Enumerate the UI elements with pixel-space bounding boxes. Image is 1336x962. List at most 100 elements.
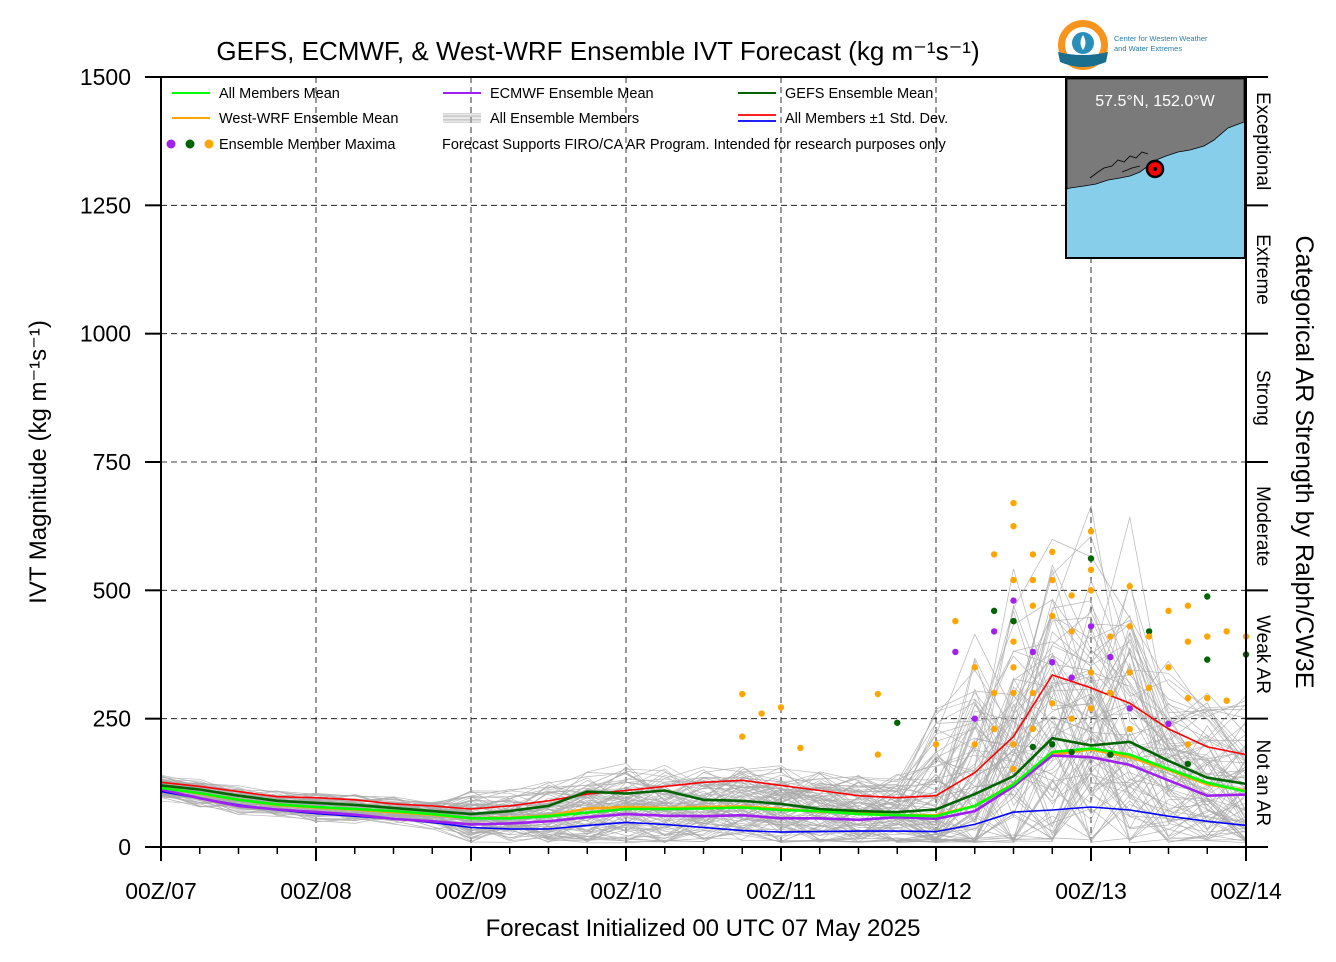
member-maximum-dot bbox=[1087, 705, 1095, 712]
legend: All Members Mean ECMWF Ensemble Mean GEFS … bbox=[166, 86, 948, 153]
category-label: Exceptional bbox=[1252, 92, 1273, 190]
member-maximum-dot bbox=[1107, 751, 1114, 758]
member-maximum-dot bbox=[1184, 602, 1192, 609]
member-maximum-dot bbox=[1010, 617, 1017, 625]
ensemble-member-line bbox=[160, 517, 1247, 807]
member-maximum-dot bbox=[777, 704, 785, 711]
x-tick-label: 00Z/11 bbox=[746, 878, 816, 904]
member-maximum-dot bbox=[1204, 694, 1211, 702]
member-maximum-dot bbox=[1029, 648, 1037, 656]
member-maximum-dot bbox=[739, 690, 746, 698]
x-tick-label: 00Z/10 bbox=[590, 878, 662, 904]
member-maximum-dot bbox=[932, 741, 940, 748]
legend-label: GEFS Ensemble Mean bbox=[785, 86, 933, 102]
member-maximum-dot bbox=[952, 648, 959, 656]
member-maximum-dot bbox=[1126, 623, 1133, 630]
chart-title: GEFS, ECMWF, & West-WRF Ensemble IVT For… bbox=[216, 36, 979, 66]
member-maximum-dot bbox=[1010, 522, 1017, 530]
x-tick-label: 00Z/08 bbox=[280, 878, 352, 904]
member-maximum-dot bbox=[1223, 697, 1230, 704]
member-maximum-dot bbox=[1145, 684, 1153, 692]
member-maximum-dot bbox=[1029, 576, 1037, 584]
ecmwf-ensemble-mean-line bbox=[160, 754, 1247, 826]
member-maximum-dot bbox=[1184, 741, 1192, 748]
member-maximum-dot bbox=[1087, 623, 1095, 630]
member-maximum-dot bbox=[1049, 612, 1056, 620]
x-tick-label: 00Z/09 bbox=[435, 878, 507, 904]
member-maximum-dot bbox=[971, 664, 978, 671]
category-label: Not an AR bbox=[1252, 740, 1273, 827]
location-marker-center bbox=[1153, 167, 1157, 171]
member-maximum-dot bbox=[797, 744, 804, 752]
x-tick-label: 00Z/14 bbox=[1210, 878, 1282, 904]
category-label: Strong bbox=[1252, 370, 1273, 426]
member-maximum-dot bbox=[990, 551, 998, 558]
member-maximum-dot bbox=[1145, 628, 1153, 635]
member-maximum-dot bbox=[874, 690, 882, 698]
member-maximum-dot bbox=[1068, 715, 1075, 722]
member-maximum-dot bbox=[1049, 700, 1056, 707]
member-maximum-dot bbox=[1029, 689, 1037, 697]
member-maximum-dot bbox=[1126, 669, 1133, 676]
member-maximum-dot bbox=[874, 751, 882, 758]
member-maximum-dot bbox=[1184, 638, 1192, 645]
ensemble-member-line bbox=[160, 568, 1247, 814]
ensemble-member-line bbox=[160, 726, 1247, 840]
ensemble-member-line bbox=[160, 735, 1247, 840]
member-maximum-dot bbox=[1010, 741, 1017, 748]
member-maximum-dot bbox=[1087, 528, 1095, 535]
member-maximum-dot bbox=[1087, 566, 1095, 573]
member-maximum-dot bbox=[1204, 656, 1211, 663]
member-maximum-dot bbox=[1029, 725, 1037, 733]
member-maximum-dot bbox=[894, 719, 901, 726]
ensemble-member-line bbox=[160, 790, 1247, 843]
logo-wave bbox=[1058, 52, 1108, 67]
member-maximum-dot bbox=[1087, 587, 1095, 594]
member-maximum-dot bbox=[1049, 576, 1056, 584]
member-maximum-dot bbox=[990, 607, 998, 615]
ensemble-member-line bbox=[160, 688, 1247, 827]
logo-text-line1: Center for Western Weather bbox=[1114, 34, 1208, 43]
member-maximum-dot bbox=[1087, 669, 1095, 676]
member-maximum-dot bbox=[1223, 628, 1230, 635]
series-lines bbox=[160, 674, 1247, 833]
cw3e-logo: Center for Western Weather and Water Ext… bbox=[1058, 20, 1208, 70]
x-axis-label: Forecast Initialized 00 UTC 07 May 2025 bbox=[486, 915, 921, 942]
member-maximum-dot bbox=[758, 710, 765, 717]
member-maximum-dot bbox=[1068, 674, 1075, 681]
member-maximum-dot bbox=[1068, 748, 1075, 756]
member-maximum-dot bbox=[1126, 583, 1133, 590]
right-axis-label: Categorical AR Strength by Ralph/CW3E bbox=[1290, 236, 1318, 689]
member-maximum-dot bbox=[1049, 741, 1056, 748]
member-maximum-dot bbox=[1029, 551, 1037, 558]
logo-drop-icon bbox=[1080, 35, 1086, 50]
legend-label: Forecast Supports FIRO/CA AR Program. In… bbox=[442, 137, 946, 153]
logo-text-line2: and Water Extremes bbox=[1114, 44, 1182, 53]
member-maximum-dot bbox=[1107, 689, 1114, 697]
member-maximum-dot bbox=[739, 733, 746, 740]
inset-location-label: 57.5°N, 152.0°W bbox=[1095, 93, 1215, 110]
member-maximum-dot bbox=[990, 689, 998, 697]
ensemble-member-line bbox=[160, 718, 1247, 842]
ensemble-member-line bbox=[160, 504, 1247, 812]
inset-map: 57.5°N, 152.0°W bbox=[1065, 77, 1246, 259]
member-maximum-dot bbox=[1087, 555, 1095, 562]
member-maximum-dot bbox=[1107, 633, 1114, 640]
category-label: Moderate bbox=[1252, 486, 1273, 566]
legend-label: West-WRF Ensemble Mean bbox=[219, 111, 398, 127]
member-maximum-dot bbox=[1049, 548, 1056, 556]
legend-dot bbox=[185, 139, 195, 149]
member-maximum-dot bbox=[1184, 694, 1192, 702]
x-tick-label: 00Z/07 bbox=[125, 878, 197, 904]
member-maximum-dot bbox=[1010, 499, 1017, 507]
axes: 0 250 500 750 1000 1250 1500 00Z/07 00Z/08 00Z/09… bbox=[80, 64, 1282, 904]
legend-label: All Members Mean bbox=[219, 86, 340, 102]
member-maximum-dot bbox=[1204, 593, 1211, 600]
member-maximum-dot bbox=[1049, 659, 1056, 666]
y-tick-label: 1250 bbox=[80, 192, 131, 218]
member-maximum-dot bbox=[990, 628, 998, 635]
category-label: Extreme bbox=[1252, 234, 1273, 305]
all-members-1-std-dev-line bbox=[160, 674, 1247, 810]
gefs-ensemble-mean-line bbox=[160, 736, 1247, 816]
